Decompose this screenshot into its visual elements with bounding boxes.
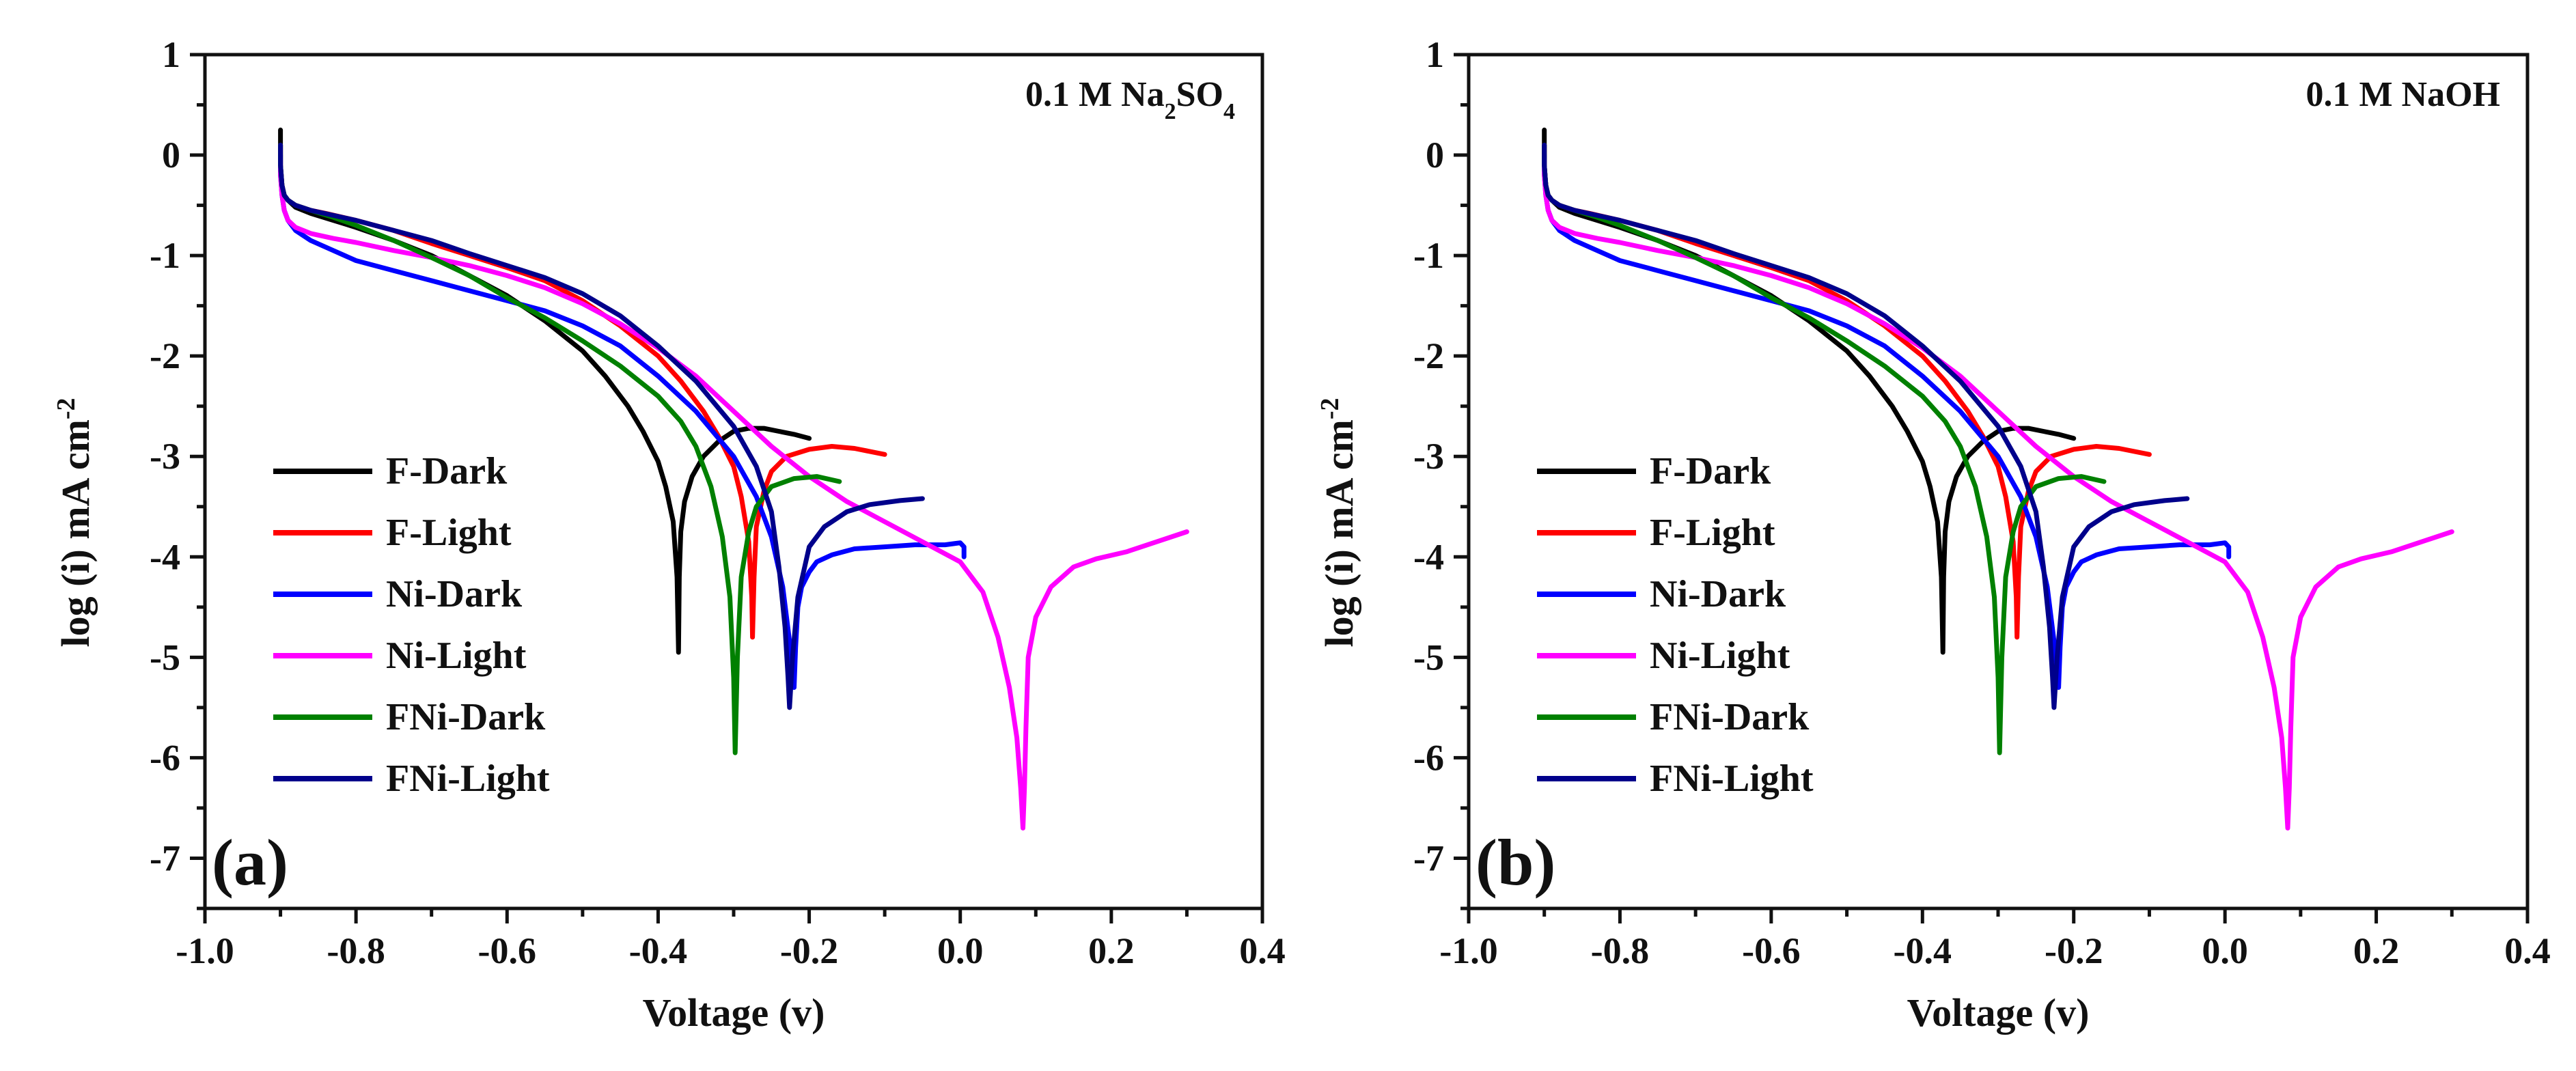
y-tick-label: -2 <box>1413 335 1444 376</box>
electrolyte-annotation: 0.1 M Na2SO4 <box>1025 75 1235 124</box>
series-line-ni-dark <box>1542 152 2232 690</box>
series-group <box>1542 127 2454 831</box>
x-tick-label: -0.8 <box>1591 930 1649 971</box>
y-tick-label: -4 <box>150 536 180 577</box>
legend-label: Ni-Dark <box>386 573 523 615</box>
x-tick-label: -0.2 <box>2045 930 2103 971</box>
y-tick-label: 0 <box>1426 135 1444 176</box>
series-line-f-dark <box>1542 127 2077 655</box>
x-tick-label: 0.2 <box>1088 930 1135 971</box>
y-tick-label: -5 <box>150 637 180 678</box>
y-tick-label: -6 <box>150 737 180 778</box>
legend-label: F-Light <box>386 512 512 554</box>
y-tick-label: -5 <box>1413 637 1444 678</box>
y-tick-label: 1 <box>1426 34 1444 75</box>
legend-label: F-Dark <box>1650 450 1771 492</box>
y-axis-title: log (i) mA cm-2 <box>1316 398 1361 647</box>
chart-panel-a: -1.0 -0.8 -0.6 -0.4 -0.2 0.0 0.2 0.4 1 0 -1 -2 -3 -4 -… <box>52 34 1286 1035</box>
x-tick-label: -1.0 <box>1439 930 1497 971</box>
x-tick-label: -0.4 <box>1894 930 1952 971</box>
series-line-fni-light <box>1542 142 2190 710</box>
x-axis-title: Voltage (v) <box>643 990 825 1035</box>
legend-label: Ni-Dark <box>1650 573 1786 615</box>
legend-label: Ni-Light <box>1650 635 1790 677</box>
y-tick-label: -4 <box>1413 536 1444 577</box>
legend-label: FNi-Light <box>386 757 550 800</box>
y-tick-label: -6 <box>1413 737 1444 778</box>
panel-label: (a) <box>212 826 288 899</box>
x-tick-label: 0.2 <box>2353 930 2400 971</box>
series-line-ni-dark <box>278 152 967 690</box>
x-tick-label: 0.4 <box>2504 930 2551 971</box>
y-tick-label: -2 <box>150 335 180 376</box>
legend: F-Dark F-Light Ni-Dark Ni-Light FNi-Dark FNi-… <box>1537 450 1814 800</box>
x-tick-label: -0.6 <box>478 930 536 971</box>
series-line-f-dark <box>278 127 812 655</box>
legend: F-Dark F-Light Ni-Dark Ni-Light FNi-Dark FNi-… <box>273 450 550 800</box>
y-tick-label: -1 <box>150 235 180 276</box>
x-tick-label: -0.2 <box>780 930 838 971</box>
y-tick-label: -7 <box>150 837 180 878</box>
legend-label: Ni-Light <box>386 635 527 677</box>
x-tick-label: -0.8 <box>327 930 385 971</box>
x-tick-label: 0.0 <box>937 930 984 971</box>
legend-label: F-Light <box>1650 512 1775 554</box>
y-axis-title: log (i) mA cm-2 <box>52 398 98 647</box>
x-tick-label: -0.4 <box>629 930 687 971</box>
series-group <box>278 127 1189 831</box>
legend-label: FNi-Light <box>1650 757 1814 800</box>
chart-panel-b: -1.0 -0.8 -0.6 -0.4 -0.2 0.0 0.2 0.4 1 0 -1 -2 -3 -4 -… <box>1316 34 2551 1035</box>
x-axis-title: Voltage (v) <box>1907 990 2090 1035</box>
x-tick-label: -0.6 <box>1742 930 1800 971</box>
x-tick-label: 0.4 <box>1239 930 1286 971</box>
legend-label: F-Dark <box>386 450 508 492</box>
y-tick-label: -1 <box>1413 235 1444 276</box>
y-tick-label: -7 <box>1413 837 1444 878</box>
y-tick-label: 0 <box>162 135 180 176</box>
x-tick-label: 0.0 <box>2202 930 2248 971</box>
legend-label: FNi-Dark <box>1650 696 1810 738</box>
legend-label: FNi-Dark <box>386 696 546 738</box>
y-tick-label: -3 <box>150 436 180 477</box>
y-tick-label: 1 <box>162 34 180 75</box>
panel-label: (b) <box>1476 826 1555 899</box>
series-line-fni-light <box>278 142 925 710</box>
x-tick-label: -1.0 <box>176 930 234 971</box>
y-tick-label: -3 <box>1413 436 1444 477</box>
electrolyte-annotation: 0.1 M NaOH <box>2305 75 2500 114</box>
